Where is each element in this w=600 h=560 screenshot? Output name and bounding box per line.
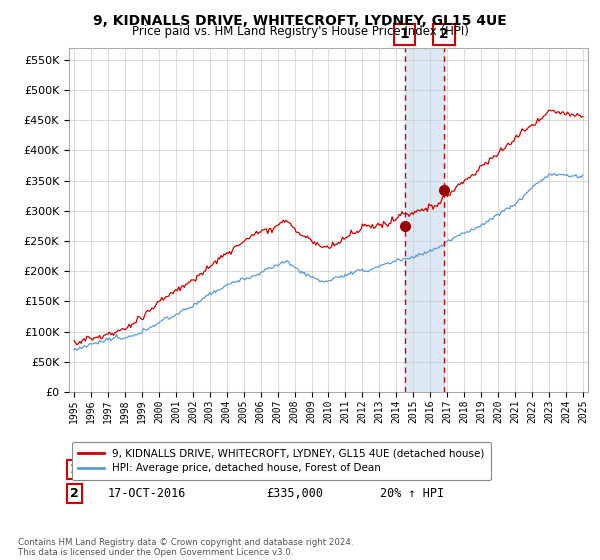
Text: 17-OCT-2016: 17-OCT-2016 [108, 487, 187, 500]
Text: £274,995: £274,995 [266, 463, 323, 476]
Bar [404, 48, 444, 392]
Text: 9, KIDNALLS DRIVE, WHITECROFT, LYDNEY, GL15 4UE: 9, KIDNALLS DRIVE, WHITECROFT, LYDNEY, G… [93, 14, 507, 28]
Text: £335,000: £335,000 [266, 487, 323, 500]
Text: 2: 2 [70, 487, 79, 500]
Text: 17% ↑ HPI: 17% ↑ HPI [380, 463, 445, 476]
Text: 1: 1 [70, 463, 79, 476]
Text: Price paid vs. HM Land Registry's House Price Index (HPI): Price paid vs. HM Land Registry's House … [131, 25, 469, 38]
Text: 2: 2 [439, 27, 449, 41]
Text: 1: 1 [400, 27, 410, 41]
Text: 20% ↑ HPI: 20% ↑ HPI [380, 487, 445, 500]
Legend: 9, KIDNALLS DRIVE, WHITECROFT, LYDNEY, GL15 4UE (detached house), HPI: Average p: 9, KIDNALLS DRIVE, WHITECROFT, LYDNEY, G… [71, 442, 491, 480]
Text: 27-JUN-2014: 27-JUN-2014 [108, 463, 187, 476]
Text: Contains HM Land Registry data © Crown copyright and database right 2024.
This d: Contains HM Land Registry data © Crown c… [18, 538, 353, 557]
